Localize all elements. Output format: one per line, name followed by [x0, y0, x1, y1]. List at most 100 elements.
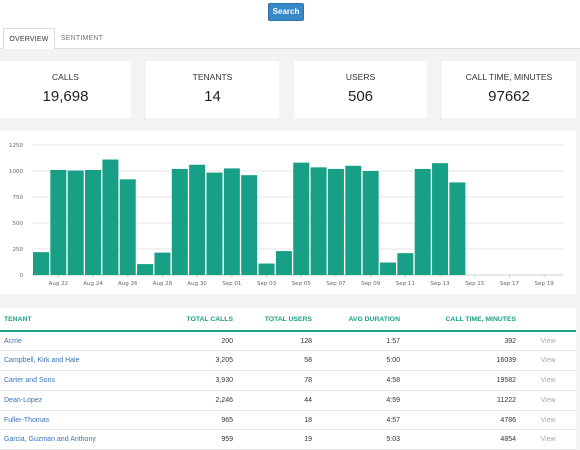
bar[interactable] — [345, 165, 362, 275]
table-row: Campbell, Kirk and Hale 3,205 58 5:00 16039 V… — [0, 350, 576, 372]
x-tick-label: Aug 24 — [83, 281, 103, 287]
x-tick-label: Sep 17 — [500, 281, 520, 287]
bar[interactable] — [206, 172, 223, 275]
total-calls-cell: 200 — [160, 331, 237, 352]
bar[interactable] — [327, 168, 344, 275]
search-button[interactable]: Search — [268, 3, 304, 21]
table-row: Fuller-Thomas 965 18 4:57 4786 View — [0, 410, 576, 431]
tenant-link[interactable]: Carter and Sons — [0, 370, 160, 391]
tenant-link[interactable]: Acme — [0, 331, 160, 352]
x-tick-label: Aug 28 — [153, 281, 173, 287]
bar[interactable] — [293, 162, 310, 275]
bar[interactable] — [258, 263, 275, 275]
total-users-cell: 58 — [237, 350, 316, 372]
table-row: Garcia, Guzman and Anthony 959 19 5:03 4854 V… — [0, 429, 576, 450]
y-tick-label: 0 — [20, 273, 24, 279]
x-tick-label: Sep 15 — [465, 281, 485, 287]
x-tick-label: Aug 26 — [118, 281, 138, 287]
total-calls-cell: 2,246 — [160, 390, 237, 411]
tenant-link[interactable]: Campbell, Kirk and Hale — [0, 350, 160, 372]
bar[interactable] — [380, 262, 396, 275]
stat-label: CALL TIME, MINUTES — [465, 72, 553, 82]
stat-value: 506 — [347, 88, 374, 105]
stat-card-calls: CALLS 19,698 — [0, 61, 131, 118]
tab-overview[interactable]: OVERVIEW — [3, 28, 55, 49]
x-tick-label: Sep 05 — [292, 281, 312, 287]
call-time-cell: 11222 — [404, 390, 520, 411]
x-tick-label: Aug 22 — [49, 281, 69, 287]
stat-card-call-time: CALL TIME, MINUTES 97662 — [442, 61, 576, 118]
x-tick-label: Sep 07 — [326, 281, 346, 287]
table-row: Dean-Lopez 2,246 44 4:59 11222 View — [0, 390, 576, 411]
bar[interactable] — [432, 163, 449, 275]
bar[interactable] — [414, 168, 431, 275]
tab-bar: OVERVIEW SENTIMENT — [0, 26, 580, 49]
view-link[interactable]: View — [520, 390, 576, 411]
avg-duration-cell: 4:57 — [316, 410, 404, 431]
stat-value: 19,698 — [42, 88, 89, 105]
avg-duration-cell: 4:59 — [316, 390, 404, 411]
bar[interactable] — [310, 167, 327, 275]
bar[interactable] — [189, 164, 206, 275]
bar[interactable] — [397, 253, 414, 275]
total-calls-cell: 3,930 — [160, 370, 237, 391]
total-calls-cell: 965 — [160, 410, 237, 431]
bar[interactable] — [154, 252, 171, 275]
call-time-cell: 392 — [404, 331, 520, 352]
view-link[interactable]: View — [520, 350, 576, 372]
bar[interactable] — [102, 159, 119, 275]
tab-sentiment[interactable]: SENTIMENT — [60, 35, 104, 42]
tenant-table-panel: TENANT TOTAL CALLS TOTAL USERS AVG DURAT… — [0, 308, 576, 450]
table-header-row: TENANT TOTAL CALLS TOTAL USERS AVG DURAT… — [0, 308, 576, 332]
x-tick-label: Sep 09 — [361, 281, 381, 287]
avg-duration-cell: 5:00 — [316, 350, 404, 372]
bar[interactable] — [275, 251, 292, 275]
total-calls-cell: 3,205 — [160, 350, 237, 372]
bar[interactable] — [449, 182, 466, 275]
y-tick-label: 750 — [13, 195, 24, 201]
col-header-tenant[interactable]: TENANT — [0, 308, 160, 332]
col-header-call-time[interactable]: CALL TIME, MINUTES — [404, 308, 520, 332]
bar[interactable] — [362, 171, 379, 275]
tenant-link[interactable]: Fuller-Thomas — [0, 410, 160, 431]
view-link[interactable]: View — [520, 410, 576, 431]
tenant-link[interactable]: Garcia, Guzman and Anthony — [0, 429, 160, 450]
calls-bar-chart: 0 250 500 750 1000 1250 Aug 22 Aug 24 Aug 26 Aug … — [9, 143, 563, 287]
call-time-cell: 19582 — [404, 370, 520, 391]
tenant-link[interactable]: Dean-Lopez — [0, 390, 160, 411]
stat-card-tenants: TENANTS 14 — [146, 61, 279, 118]
view-link[interactable]: View — [520, 429, 576, 450]
col-header-actions — [520, 308, 576, 332]
table-row: Carter and Sons 3,930 78 4:58 19582 View — [0, 370, 576, 391]
col-header-avg-duration[interactable]: AVG DURATION — [316, 308, 404, 332]
call-time-cell: 4854 — [404, 429, 520, 450]
view-link[interactable]: View — [520, 331, 576, 352]
x-tick-label: Sep 19 — [535, 281, 555, 287]
top-bar: Search — [0, 0, 580, 26]
bar[interactable] — [33, 252, 49, 275]
x-tick-label: Sep 01 — [222, 281, 241, 287]
bar[interactable] — [67, 170, 84, 275]
total-users-cell: 44 — [237, 390, 316, 411]
x-tick-label: Sep 03 — [257, 281, 277, 287]
avg-duration-cell: 5:03 — [316, 429, 404, 450]
col-header-total-calls[interactable]: TOTAL CALLS — [160, 308, 237, 332]
y-tick-label: 1250 — [9, 143, 23, 149]
col-header-total-users[interactable]: TOTAL USERS — [237, 308, 316, 332]
bar[interactable] — [119, 179, 136, 275]
bar[interactable] — [50, 169, 67, 275]
y-tick-label: 1000 — [9, 169, 23, 175]
total-calls-cell: 959 — [160, 429, 237, 450]
bar[interactable] — [223, 168, 240, 275]
x-tick-label: Sep 11 — [396, 281, 415, 287]
bar[interactable] — [171, 168, 188, 275]
bar[interactable] — [241, 175, 258, 275]
stat-label: USERS — [345, 72, 376, 82]
stat-value: 97662 — [488, 88, 530, 105]
view-link[interactable]: View — [520, 370, 576, 391]
tenant-table: TENANT TOTAL CALLS TOTAL USERS AVG DURAT… — [0, 308, 576, 450]
bar[interactable] — [137, 264, 154, 275]
table-row: Acme 200 128 1:57 392 View — [0, 331, 576, 352]
bar[interactable] — [85, 169, 102, 275]
x-tick-label: Aug 30 — [187, 281, 207, 287]
